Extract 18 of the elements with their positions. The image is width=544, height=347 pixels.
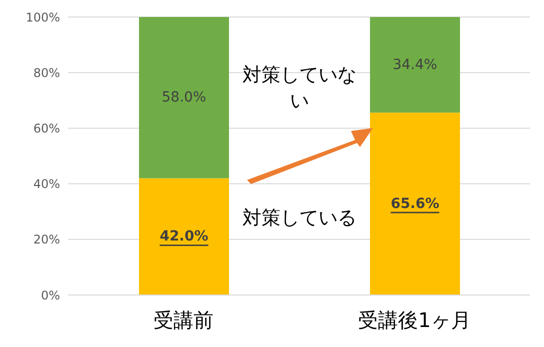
x-tick-label: 受講前 bbox=[154, 308, 214, 332]
y-tick-label: 0% bbox=[40, 288, 60, 302]
y-tick-label: 100% bbox=[26, 10, 60, 24]
bar bbox=[139, 178, 229, 295]
y-tick-label: 60% bbox=[33, 121, 60, 136]
y-tick-label: 80% bbox=[33, 66, 60, 80]
y-tick-label: 20% bbox=[33, 232, 60, 247]
bar bbox=[370, 112, 460, 295]
x-tick-label: 受講後1ヶ月 bbox=[358, 308, 471, 332]
y-tick-label: 40% bbox=[33, 177, 60, 192]
bar bbox=[370, 17, 460, 113]
data-label: 58.0% bbox=[162, 90, 206, 106]
data-label: 42.0% bbox=[160, 228, 208, 245]
data-label: 34.4% bbox=[392, 56, 438, 73]
series-label: 対策している bbox=[242, 206, 358, 231]
data-label: 65.6% bbox=[390, 196, 440, 212]
series-label: 対策していない bbox=[242, 62, 358, 114]
bar bbox=[139, 17, 229, 178]
